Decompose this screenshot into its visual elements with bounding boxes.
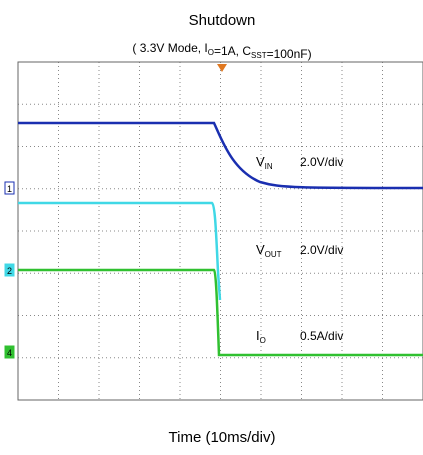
scope-frame: [17, 61, 423, 401]
subtitle-text: ( 3.3V Mode, I: [132, 41, 207, 55]
channel-marker-box: [4, 181, 15, 195]
channel-marker: 4: [7, 348, 12, 358]
trace-name-main: I: [256, 328, 260, 343]
trace-name-sub: IN: [265, 162, 273, 171]
trace-scale: 0.5A/div: [300, 329, 343, 343]
trace-name-sub: O: [260, 336, 266, 345]
channel-marker-box: [4, 345, 15, 359]
vout-trace: [18, 201, 222, 301]
subtitle-subscript: O: [208, 48, 214, 57]
subtitle-text: =100nF): [267, 47, 312, 61]
trace-scale: 2.0V/div: [300, 243, 343, 257]
vin-trace: [18, 121, 423, 190]
trace-name-sub: OUT: [265, 250, 282, 259]
subtitle: ( 3.3V Mode, IO=1A, CSST=100nF): [132, 41, 311, 61]
trigger-marker: [217, 64, 227, 72]
trace-name: VIN: [256, 154, 273, 171]
io-trace: [18, 268, 423, 357]
trace-name-main: V: [256, 242, 265, 257]
channel-marker: 1: [7, 184, 12, 194]
trace-name: IO: [256, 328, 266, 345]
subtitle-subscript: SST: [251, 51, 267, 60]
channel-marker: 2: [7, 266, 12, 276]
channel-marker-box: [4, 263, 15, 277]
trace-scale: 2.0V/div: [300, 155, 343, 169]
scope-grid: [18, 62, 423, 400]
title: Shutdown: [189, 12, 256, 29]
trace-name: VOUT: [256, 242, 282, 259]
subtitle-text: =1A, C: [214, 44, 251, 58]
trace-name-main: V: [256, 154, 265, 169]
x-label: Time (10ms/div): [169, 429, 276, 446]
